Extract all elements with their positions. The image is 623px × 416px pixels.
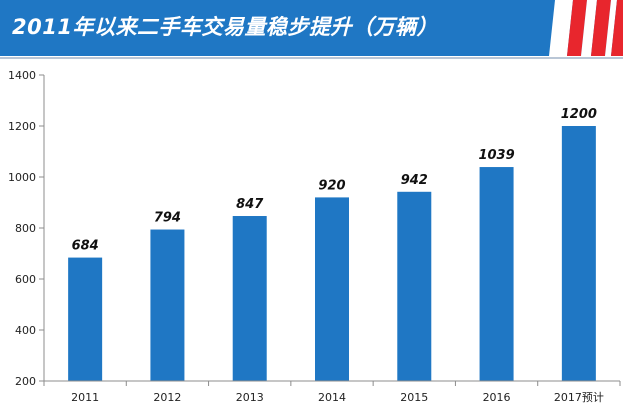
- y-tick-label: 200: [15, 375, 36, 388]
- chart-title: 2011年以来二手车交易量稳步提升（万辆）: [12, 15, 438, 39]
- x-tick-label: 2014: [318, 391, 346, 404]
- x-tick-label: 2015: [400, 391, 428, 404]
- bars: [68, 126, 596, 381]
- title-banner: 2011年以来二手车交易量稳步提升（万辆）: [0, 0, 623, 56]
- data-label: 684: [72, 239, 99, 254]
- x-axis: 2011 2012 2013 2014 2015 2016 2017预计: [43, 380, 621, 404]
- bar-2012: [150, 229, 185, 381]
- bar-2015: [397, 191, 432, 381]
- bar-chart: 200 400 600 800 1000 1200 1400 684 794 847 920 942…: [8, 69, 621, 404]
- data-label: 1039: [478, 148, 514, 163]
- x-tick-label: 2016: [483, 391, 511, 404]
- y-tick-label: 1000: [8, 171, 36, 184]
- y-tick-label: 600: [15, 273, 36, 286]
- decorative-stripes: [549, 0, 623, 56]
- y-tick-label: 800: [15, 222, 36, 235]
- y-tick-label: 400: [15, 324, 36, 337]
- bar-2013: [232, 216, 267, 381]
- y-tick-label: 1200: [8, 120, 36, 133]
- data-labels: 684 794 847 920 942 1039 1200: [72, 107, 597, 254]
- x-tick-label: 2012: [153, 391, 181, 404]
- data-label: 794: [154, 211, 181, 226]
- x-tick-label: 2017预计: [554, 391, 604, 404]
- y-axis: 200 400 600 800 1000 1200 1400: [8, 69, 45, 388]
- data-label: 920: [318, 178, 345, 193]
- data-label: 1200: [561, 107, 597, 122]
- x-tick-label: 2011: [71, 391, 99, 404]
- bar-2011: [68, 257, 103, 381]
- data-label: 847: [236, 197, 264, 212]
- bar-2016: [479, 167, 514, 381]
- x-tick-label: 2013: [236, 391, 264, 404]
- data-label: 942: [401, 173, 428, 188]
- y-tick-label: 1400: [8, 69, 36, 82]
- title-divider: [0, 57, 623, 59]
- bar-2014: [315, 197, 349, 381]
- bar-2017预计: [561, 126, 596, 381]
